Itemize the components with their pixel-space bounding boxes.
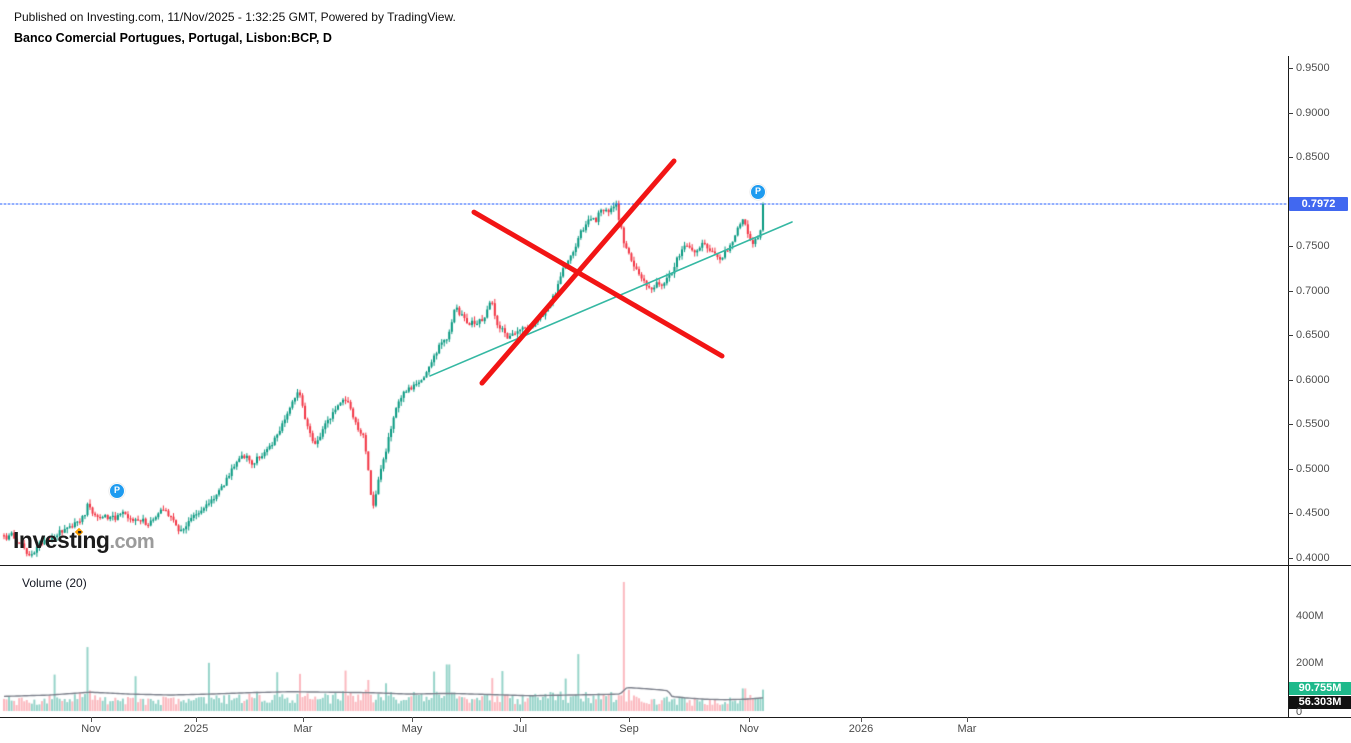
price-tick-label: 0.7500 — [1296, 240, 1330, 252]
volume-tick-200m: 200M — [1296, 657, 1324, 669]
published-line: Published on Investing.com, 11/Nov/2025 … — [14, 10, 456, 24]
time-tick — [91, 717, 92, 722]
volume-ma-badge: 56.303M — [1289, 696, 1351, 709]
time-axis-label: Nov — [81, 723, 101, 735]
time-tick — [967, 717, 968, 722]
price-tick-label: 0.9000 — [1296, 106, 1330, 119]
annotation-overlay — [0, 158, 1288, 386]
investing-watermark: Investing.com — [13, 527, 155, 554]
price-tick-label: 0.7000 — [1296, 284, 1330, 297]
price-tick-label: 0.4000 — [1296, 551, 1330, 564]
price-tick-label: 0.5500 — [1296, 418, 1330, 430]
time-tick — [749, 717, 750, 722]
time-axis-label: 2025 — [183, 723, 209, 735]
price-tick-label: 0.8500 — [1296, 151, 1330, 163]
p-marker[interactable]: P — [109, 483, 125, 499]
price-tick-label: 0.9500 — [1296, 62, 1330, 74]
time-tick — [196, 717, 197, 722]
current-volume-badge: 90.755M — [1289, 682, 1351, 695]
time-axis-label: Nov — [739, 723, 759, 735]
time-axis-label: Mar — [293, 723, 313, 735]
red-cross-line-ascending[interactable] — [479, 158, 677, 386]
price-tick-dash — [1288, 68, 1293, 69]
time-tick — [520, 717, 521, 722]
price-tick-dash — [1288, 112, 1293, 114]
time-axis-label: 2026 — [848, 723, 874, 735]
price-tick-dash — [1288, 335, 1293, 336]
trendline-drawing[interactable] — [429, 221, 793, 377]
price-tick-dash — [1288, 468, 1293, 470]
volume-tick-400m: 400M — [1296, 610, 1324, 622]
red-cross-line-descending[interactable] — [471, 209, 725, 359]
price-tick-dash — [1288, 246, 1293, 247]
price-axis-line — [1288, 56, 1289, 717]
last-price-label: 0.7972 — [1289, 196, 1348, 211]
time-axis-label: May — [401, 723, 423, 735]
time-axis-label: Jul — [512, 723, 528, 735]
price-tick-label: 0.4500 — [1296, 507, 1330, 519]
time-tick — [303, 717, 304, 722]
price-tick-dash — [1288, 424, 1293, 425]
watermark-brand: Investing — [13, 527, 110, 553]
time-axis-line — [0, 717, 1351, 718]
time-tick — [861, 717, 862, 722]
price-tick-label: 0.5000 — [1296, 462, 1330, 475]
price-tick-dash — [1288, 157, 1293, 158]
price-tick-dash — [1288, 290, 1293, 292]
price-tick-dash — [1288, 379, 1293, 381]
time-axis-label: Mar — [957, 723, 977, 735]
watermark-suffix: .com — [109, 531, 155, 553]
volume-canvas[interactable] — [0, 566, 1288, 717]
time-axis-label: Sep — [619, 723, 639, 735]
price-tick-label: 0.6000 — [1296, 373, 1330, 386]
price-tick-dash — [1288, 513, 1293, 514]
price-tick-label: 0.6500 — [1296, 329, 1330, 341]
time-tick — [629, 717, 630, 722]
volume-indicator-label: Volume (20) — [22, 576, 87, 590]
p-marker[interactable]: P — [750, 184, 766, 200]
pane-separator[interactable] — [0, 565, 1351, 566]
time-tick — [412, 717, 413, 722]
volume-tick-zero: 0 — [1296, 706, 1303, 718]
price-tick-dash — [1288, 557, 1293, 559]
instrument-title: Banco Comercial Portugues, Portugal, Lis… — [14, 31, 332, 45]
